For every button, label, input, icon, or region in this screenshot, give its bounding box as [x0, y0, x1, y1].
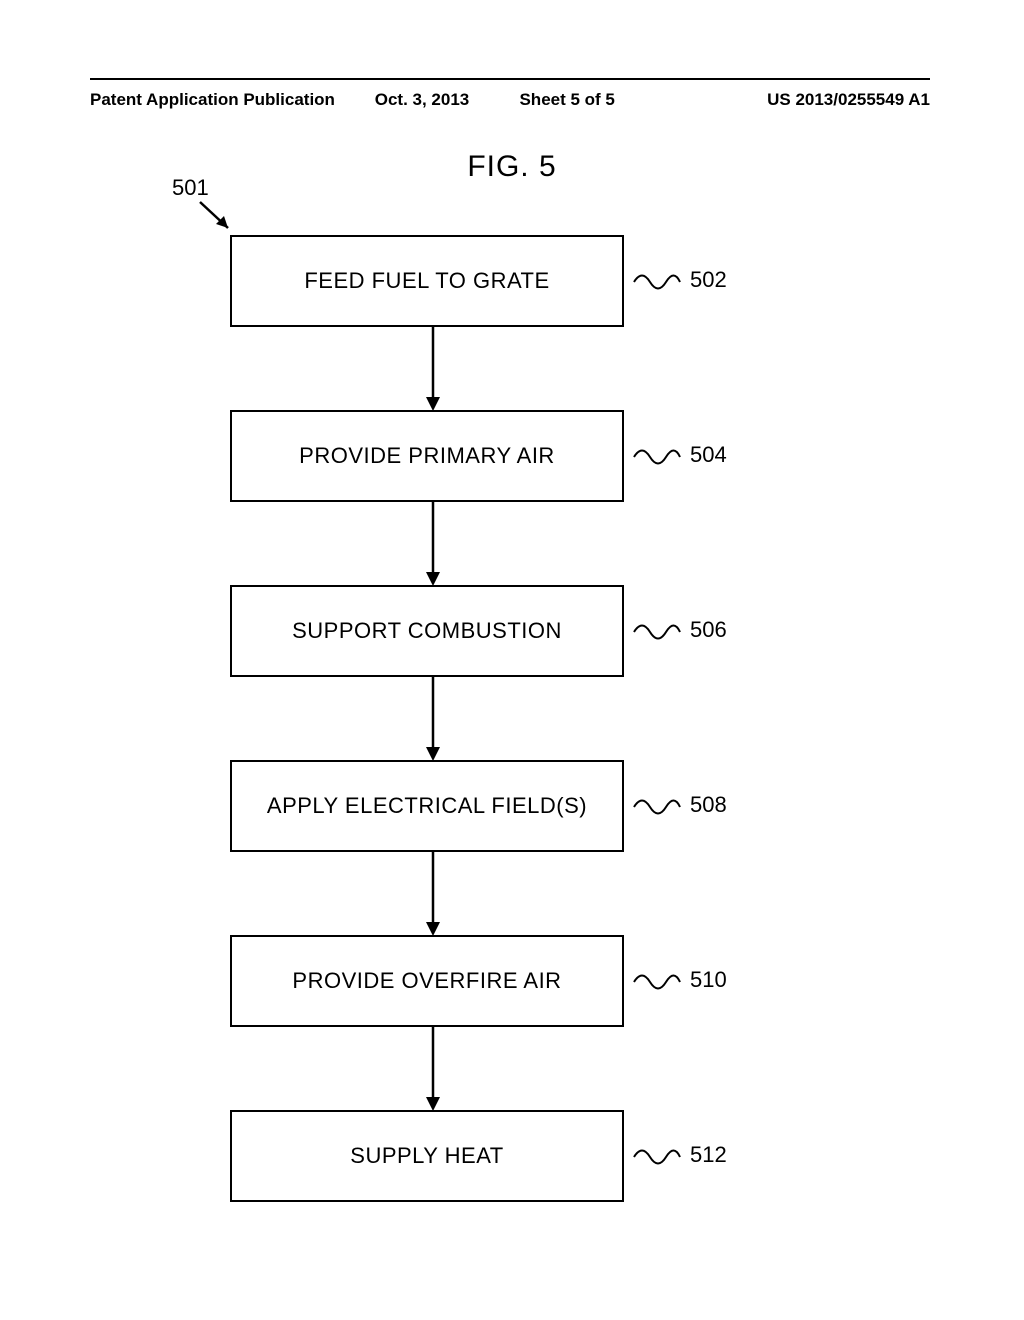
flow-arrow-icon	[423, 325, 443, 415]
flow-step-label: FEED FUEL TO GRATE	[304, 268, 549, 294]
header-row: Patent Application Publication Oct. 3, 2…	[90, 90, 930, 110]
leader-squiggle-icon	[632, 617, 682, 647]
leader-squiggle-icon	[632, 792, 682, 822]
ref-label-508: 508	[690, 792, 727, 818]
flow-step-label: PROVIDE OVERFIRE AIR	[292, 968, 561, 994]
flow-arrow-icon	[423, 850, 443, 940]
flow-step-512: SUPPLY HEAT	[230, 1110, 624, 1202]
flow-step-label: SUPPORT COMBUSTION	[292, 618, 562, 644]
flow-step-510: PROVIDE OVERFIRE AIR	[230, 935, 624, 1027]
flow-step-504: PROVIDE PRIMARY AIR	[230, 410, 624, 502]
header-sheet: Sheet 5 of 5	[519, 90, 679, 110]
header-docnum: US 2013/0255549 A1	[680, 90, 930, 110]
ref-label-504: 504	[690, 442, 727, 468]
flow-arrow-icon	[423, 1025, 443, 1115]
ref-label-502: 502	[690, 267, 727, 293]
leader-squiggle-icon	[632, 267, 682, 297]
flow-step-label: APPLY ELECTRICAL FIELD(S)	[267, 793, 587, 819]
ref-label-510: 510	[690, 967, 727, 993]
pointer-arrow-icon	[196, 198, 246, 238]
header-rule	[90, 78, 930, 80]
flow-arrow-icon	[423, 500, 443, 590]
flow-step-label: SUPPLY HEAT	[350, 1143, 503, 1169]
flow-step-label: PROVIDE PRIMARY AIR	[299, 443, 555, 469]
header-date: Oct. 3, 2013	[375, 90, 515, 110]
leader-squiggle-icon	[632, 1142, 682, 1172]
leader-squiggle-icon	[632, 442, 682, 472]
ref-label-512: 512	[690, 1142, 727, 1168]
ref-label-506: 506	[690, 617, 727, 643]
flow-step-508: APPLY ELECTRICAL FIELD(S)	[230, 760, 624, 852]
header-publication: Patent Application Publication	[90, 90, 370, 110]
figure-title: FIG. 5	[0, 150, 1024, 184]
flow-step-506: SUPPORT COMBUSTION	[230, 585, 624, 677]
leader-squiggle-icon	[632, 967, 682, 997]
flow-step-502: FEED FUEL TO GRATE	[230, 235, 624, 327]
flow-arrow-icon	[423, 675, 443, 765]
